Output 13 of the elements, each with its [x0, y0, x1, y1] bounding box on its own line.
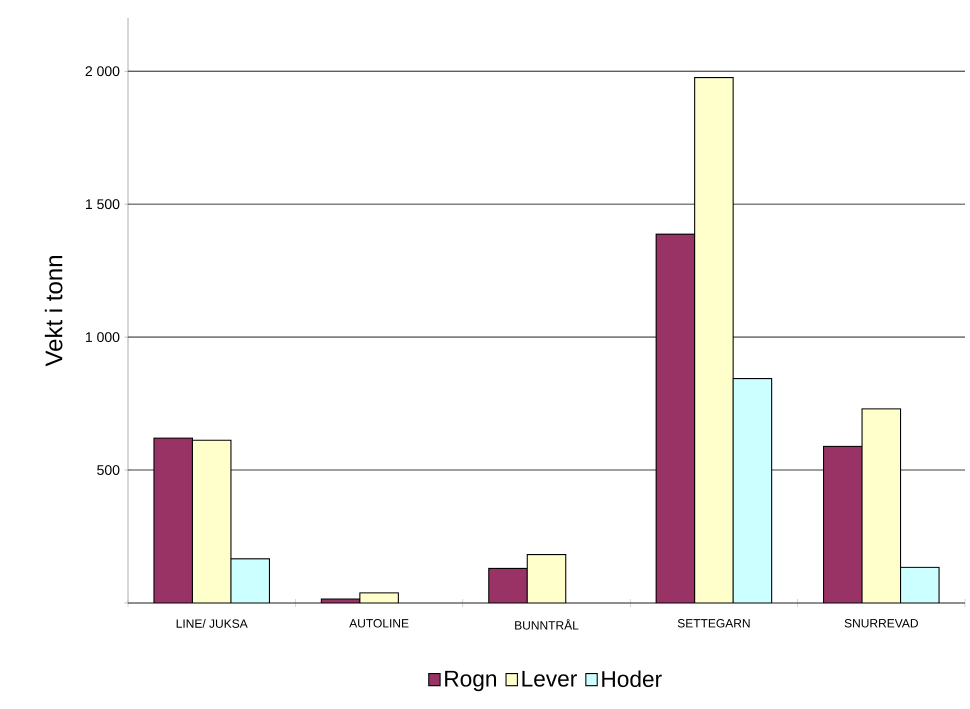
x-tick-label: SNURREVAD: [844, 619, 918, 628]
y-axis-title: Vekt i tonn: [44, 256, 62, 366]
x-tick-label: SETTEGARN: [678, 619, 750, 628]
x-tick-label: AUTOLINE: [349, 619, 408, 628]
legend-label: Lever: [522, 670, 577, 687]
legend-label: Rogn: [445, 670, 496, 692]
text: 500: [97, 465, 120, 475]
y-tick-label: 1 500: [86, 199, 120, 210]
y-tick-label: 2 000: [86, 66, 120, 76]
legend-label: Hoder: [602, 670, 662, 688]
x-tick-label: LINE/ JUKSA: [176, 619, 248, 628]
y-tick-label: 1 000: [86, 332, 120, 342]
x-tick-label: BUNNTRÅL: [515, 619, 578, 630]
